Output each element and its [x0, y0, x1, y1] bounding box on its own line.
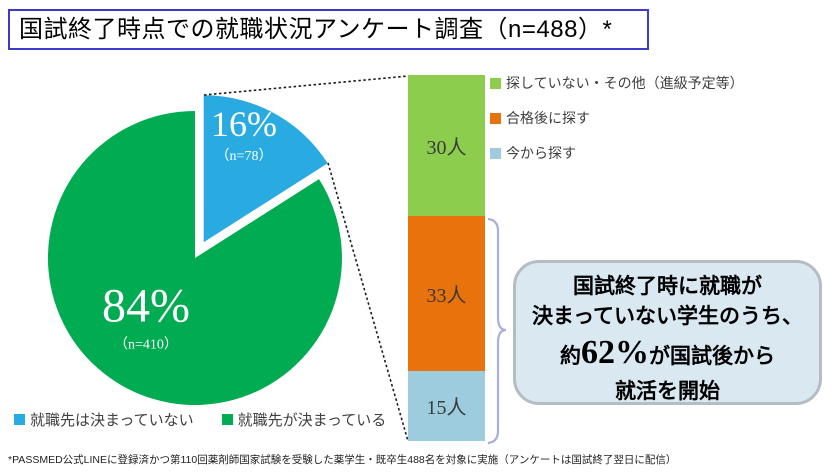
- pie-label-undecided: 16% （n=78）: [211, 103, 277, 165]
- legend-swatch-lightblue-icon: [490, 147, 501, 159]
- stacked-bar: 30人 33人 15人: [408, 75, 485, 441]
- legend-pie: 就職先は決まっていない 就職先が決まっている: [14, 412, 386, 429]
- callout-line3: 約62%が国試後から: [516, 332, 819, 378]
- pie-pct-decided: 84%: [102, 279, 190, 333]
- footnote: *PASSMED公式LINEに登録済かつ第110回薬剤師国家試験を受験した薬学生…: [8, 454, 677, 466]
- legend-label: 就職先が決まっている: [237, 411, 387, 429]
- callout-box: 国試終了時に就職が 決まっていない学生のうち、 約62%が国試後から 就活を開始: [513, 260, 822, 405]
- legend-swatch-blue-icon: [14, 413, 25, 425]
- legend-item-undecided: 就職先は決まっていない: [14, 412, 194, 429]
- pie-n-undecided: （n=78）: [215, 149, 273, 164]
- legend-item-decided: 就職先が決まっている: [221, 412, 386, 429]
- pie-slice-0: [203, 95, 328, 243]
- callout-62pct: 62%: [581, 334, 649, 371]
- bar-segment-value: 15人: [426, 397, 467, 420]
- bar-segment: 30人: [408, 75, 485, 216]
- page-title: 国試終了時点での就職状況アンケート調査（n=488）*: [8, 9, 649, 50]
- bar-segment-value: 30人: [426, 136, 467, 159]
- legend-label: 今から探す: [506, 145, 576, 161]
- bar-segment-value: 33人: [426, 284, 467, 307]
- callout-line3-suffix: が国試後から: [649, 345, 775, 368]
- legend-swatch-green2-icon: [221, 413, 233, 425]
- pie-slices: [47, 95, 342, 405]
- connector-line-bottom: [327, 162, 409, 442]
- legend-label: 合格後に探す: [506, 110, 590, 126]
- bar-segment: 15人: [408, 370, 485, 441]
- legend-swatch-green-icon: [490, 77, 501, 89]
- pie-label-decided: 84% （n=410）: [102, 279, 190, 354]
- legend-label: 探していない・その他（進級予定等）: [506, 75, 744, 91]
- callout-line1: 国試終了時に就職が: [573, 275, 762, 298]
- legend-item-not-searching: 探していない・その他（進級予定等）: [490, 75, 744, 91]
- callout-line2: 決まっていない学生のうち、: [531, 305, 804, 328]
- brace-bracket: [487, 217, 507, 445]
- legend-item-after-pass: 合格後に探す: [490, 110, 744, 126]
- legend-item-from-now: 今から探す: [490, 145, 744, 161]
- bar-segment: 33人: [408, 215, 485, 371]
- callout-line3-prefix: 約: [560, 345, 581, 368]
- legend-bar: 探していない・その他（進級予定等） 合格後に探す 今から探す: [490, 75, 744, 181]
- pie-n-decided: （n=410）: [114, 337, 178, 353]
- callout-line4: 就活を開始: [615, 380, 720, 403]
- pie-slice-1: [47, 111, 342, 405]
- legend-swatch-orange-icon: [490, 112, 501, 124]
- legend-label: 就職先は決まっていない: [30, 411, 194, 429]
- pie-pct-undecided: 16%: [211, 104, 277, 144]
- connector-line-top: [203, 75, 409, 96]
